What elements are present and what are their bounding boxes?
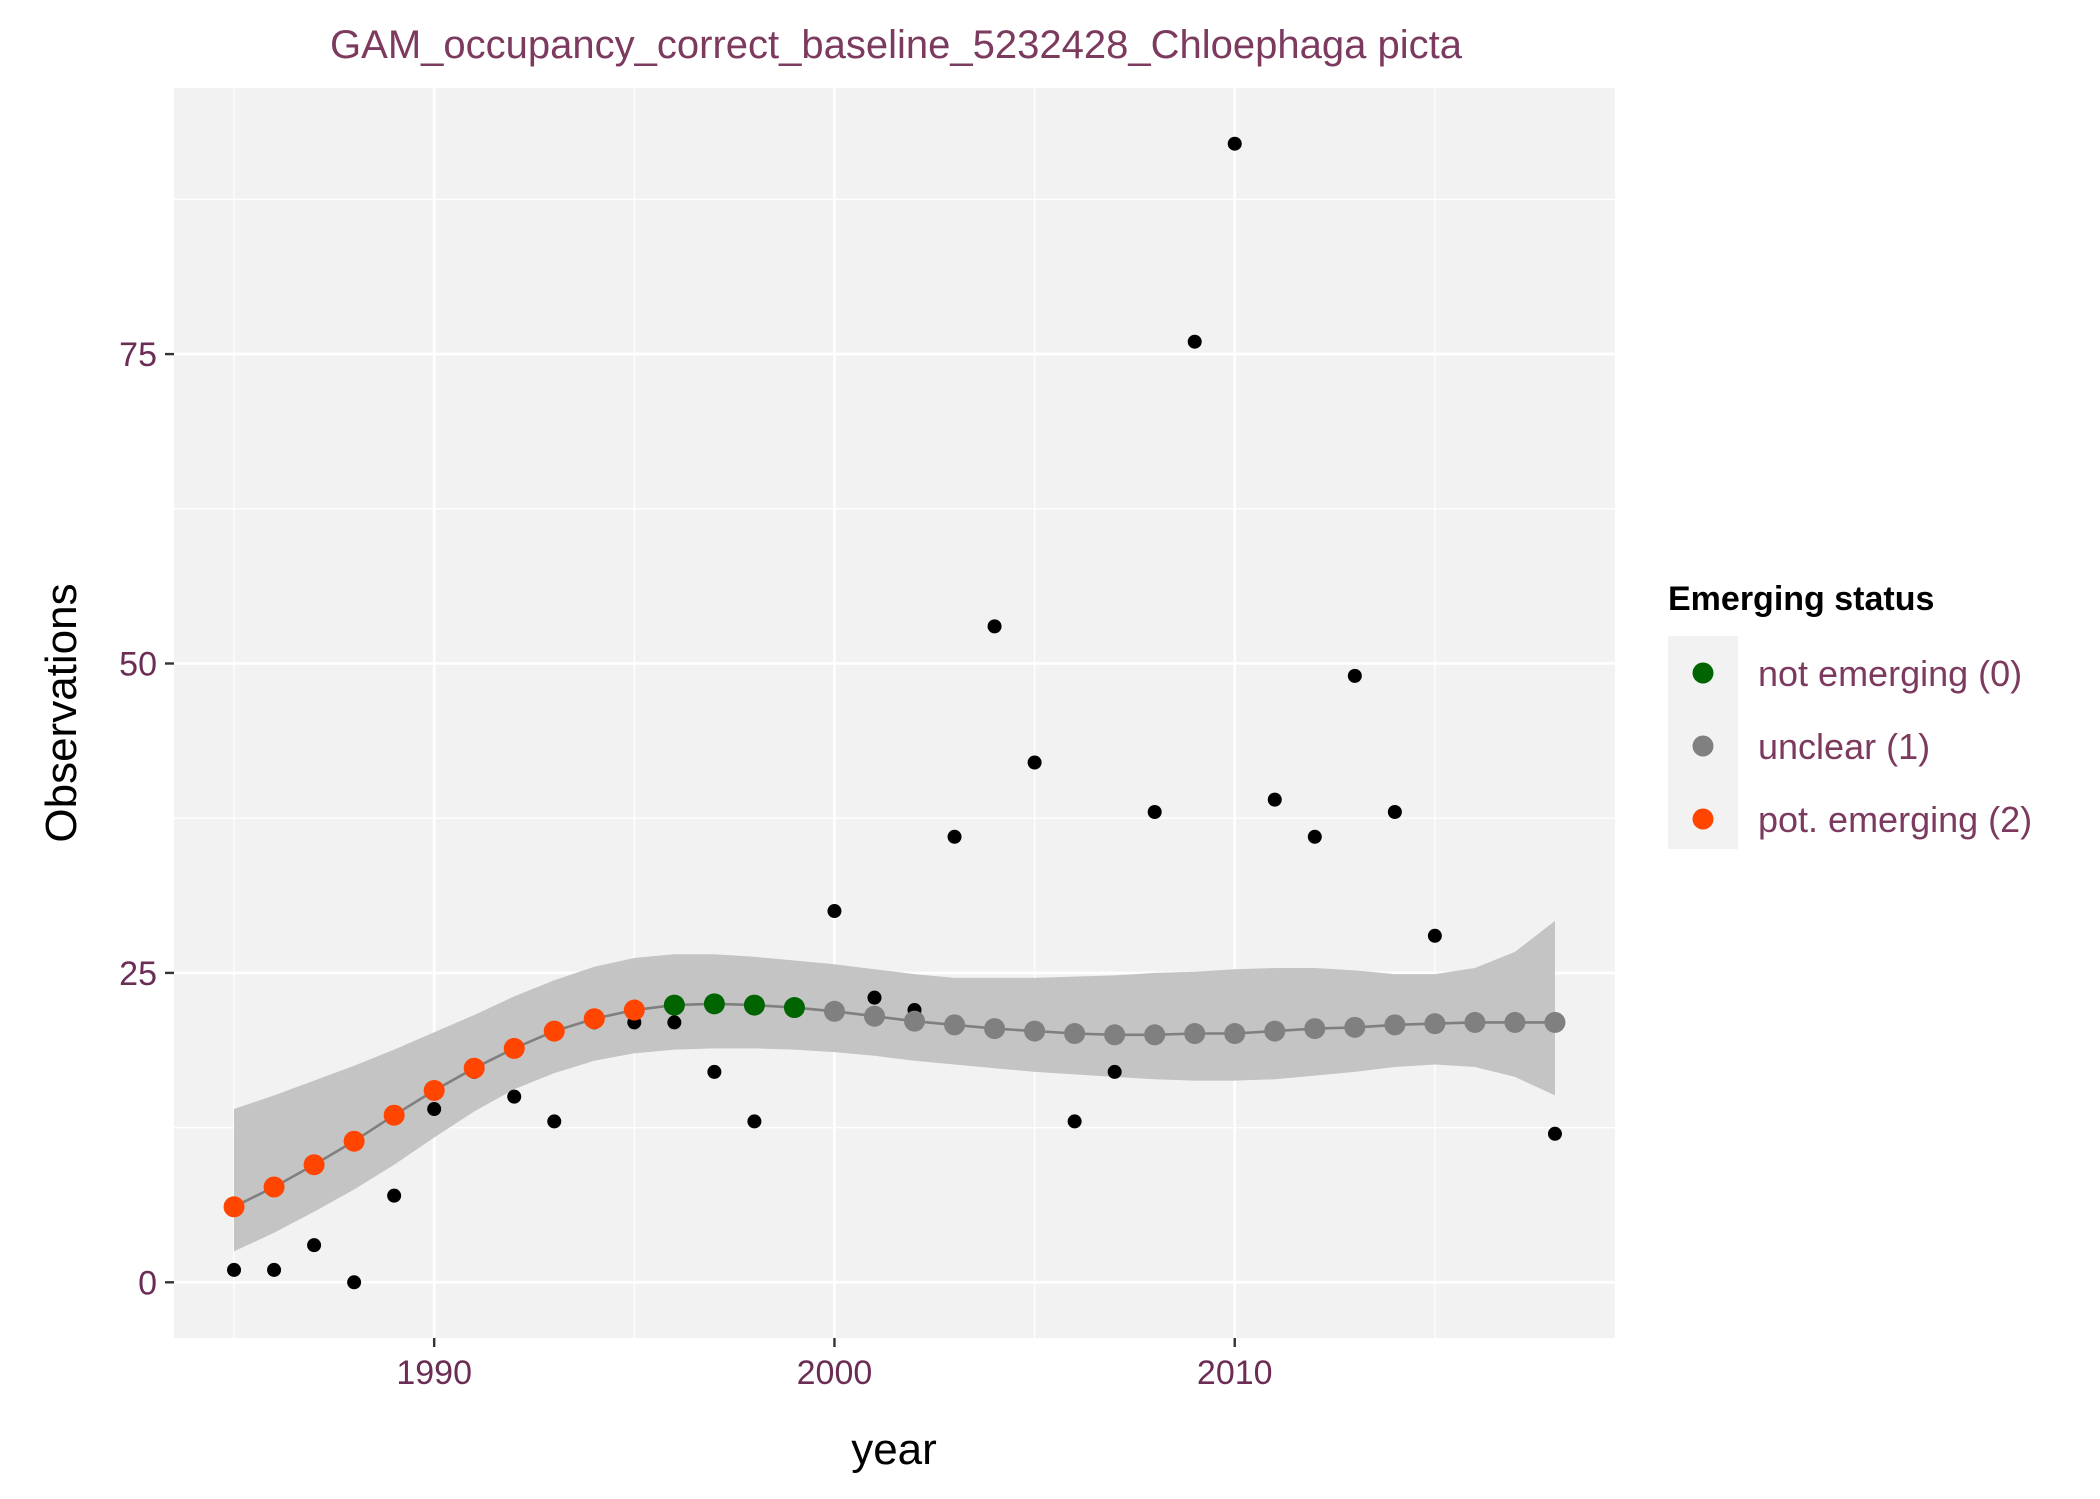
observation-point <box>1187 334 1202 349</box>
fitted-point <box>1304 1018 1326 1040</box>
fitted-point <box>984 1018 1006 1040</box>
legend: Emerging status not emerging (0) unclear … <box>1668 580 2032 849</box>
y-tick-label: 25 <box>119 955 157 993</box>
fitted-point <box>1224 1023 1246 1045</box>
fitted-points <box>223 993 1566 1218</box>
observation-point <box>987 619 1002 634</box>
observation-point <box>827 904 842 919</box>
legend-key <box>1692 662 1714 684</box>
y-axis: 0 25 50 75 <box>119 336 174 1302</box>
observation-point <box>267 1262 282 1277</box>
fitted-point <box>583 1008 605 1030</box>
observation-point <box>307 1238 322 1253</box>
fitted-point <box>623 999 645 1021</box>
fitted-point <box>703 993 725 1015</box>
observation-points <box>227 136 1562 1290</box>
fitted-point <box>263 1176 285 1198</box>
observation-point <box>1267 792 1282 807</box>
y-tick-label: 0 <box>138 1264 157 1302</box>
fitted-point <box>1144 1024 1166 1046</box>
observation-point <box>347 1275 362 1290</box>
fitted-point <box>543 1020 565 1042</box>
observation-point <box>947 829 962 844</box>
fitted-point <box>743 994 765 1016</box>
fitted-point <box>1104 1024 1126 1046</box>
legend-key <box>1692 808 1714 830</box>
x-tick-label: 1990 <box>396 1354 472 1392</box>
fitted-point <box>1064 1023 1086 1045</box>
fit-line <box>233 1002 1555 1208</box>
fitted-point <box>783 997 805 1019</box>
observation-point <box>1427 928 1442 943</box>
fitted-point <box>1384 1014 1406 1036</box>
legend-entries: not emerging (0) unclear (1) pot. emerging… <box>1692 653 2032 840</box>
fitted-point <box>383 1104 405 1126</box>
legend-label: pot. emerging (2) <box>1758 799 2032 840</box>
observation-point <box>867 990 882 1005</box>
fitted-point <box>904 1010 926 1032</box>
fitted-point <box>1024 1020 1046 1042</box>
major-gridlines <box>174 88 1615 1338</box>
fitted-point <box>1424 1013 1446 1035</box>
observation-point <box>1307 829 1322 844</box>
observation-point <box>547 1114 562 1129</box>
confidence-ribbon <box>234 920 1555 1252</box>
fitted-point <box>1464 1011 1486 1033</box>
fitted-point <box>503 1037 525 1059</box>
observation-point <box>507 1089 522 1104</box>
observation-point <box>387 1188 402 1203</box>
y-tick-label: 75 <box>119 336 157 374</box>
observation-point <box>1107 1064 1122 1079</box>
fitted-point <box>1264 1020 1286 1042</box>
fitted-point <box>463 1057 485 1079</box>
y-axis-title: Observations <box>37 583 86 842</box>
fitted-point <box>1504 1011 1526 1033</box>
observation-point <box>747 1114 762 1129</box>
fitted-point <box>823 1000 845 1022</box>
fitted-point <box>423 1079 445 1101</box>
chart-title: GAM_occupancy_correct_baseline_5232428_C… <box>330 23 1463 67</box>
observation-point <box>1027 755 1042 770</box>
y-tick-label: 50 <box>119 645 157 683</box>
x-tick-label: 2010 <box>1197 1354 1273 1392</box>
observation-point <box>1227 136 1242 151</box>
observation-point <box>667 1015 682 1030</box>
minor-gridlines <box>174 88 1615 1338</box>
observation-point <box>427 1102 442 1117</box>
fitted-point <box>1184 1023 1206 1045</box>
fitted-point <box>1544 1011 1566 1033</box>
fitted-point <box>343 1130 365 1152</box>
legend-label: unclear (1) <box>1758 726 1930 767</box>
legend-key <box>1692 735 1714 757</box>
fitted-point <box>1344 1016 1366 1038</box>
fitted-point <box>863 1005 885 1027</box>
observation-point <box>1547 1126 1562 1141</box>
fitted-point <box>303 1154 325 1176</box>
x-tick-label: 2000 <box>797 1354 873 1392</box>
observation-point <box>227 1262 242 1277</box>
x-axis: 1990 2000 2010 <box>396 1338 1273 1392</box>
legend-label: not emerging (0) <box>1758 653 2022 694</box>
observation-point <box>1067 1114 1082 1129</box>
x-axis-title: year <box>851 1425 937 1474</box>
observation-point <box>1147 805 1162 820</box>
observation-point <box>707 1064 722 1079</box>
fitted-point <box>223 1196 245 1218</box>
legend-title: Emerging status <box>1668 580 1934 618</box>
observation-point <box>1387 805 1402 820</box>
fitted-point <box>944 1014 966 1036</box>
fitted-point <box>663 994 685 1016</box>
observation-point <box>1347 668 1362 683</box>
